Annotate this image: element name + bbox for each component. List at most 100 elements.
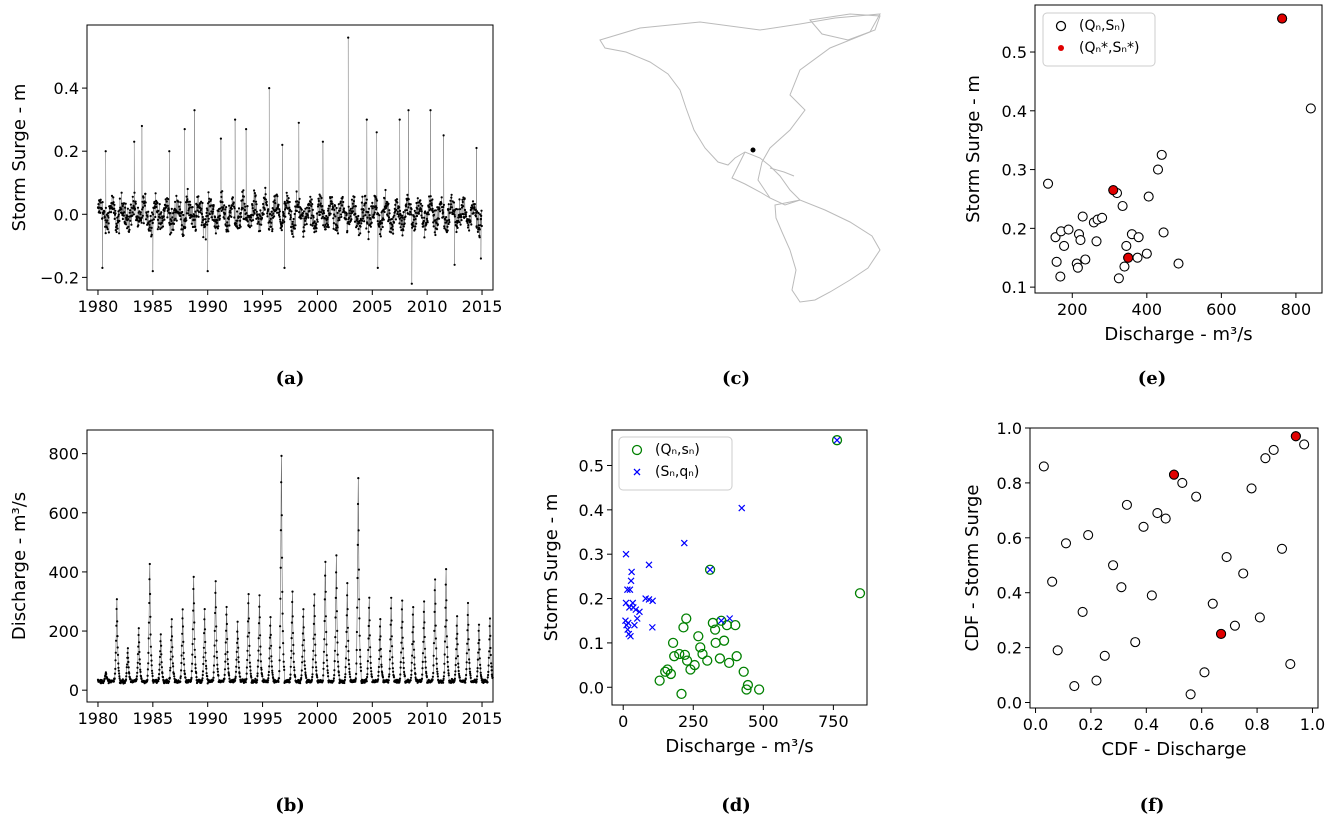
- discharge-point: [127, 660, 130, 664]
- discharge-point: [466, 601, 470, 605]
- surge-point: [241, 207, 244, 210]
- x-tick-label: 1995: [242, 709, 283, 728]
- discharge-point: [433, 589, 436, 592]
- surge-line: [97, 37, 483, 284]
- discharge-point: [191, 662, 194, 665]
- surge-point: [419, 199, 422, 202]
- discharge-point: [192, 602, 196, 605]
- discharge-point: [190, 676, 193, 680]
- surge-point: [217, 225, 220, 228]
- cdf-point: [1091, 675, 1102, 686]
- surge-point: [277, 203, 280, 206]
- surge-point: [292, 235, 295, 238]
- discharge-point: [477, 642, 480, 645]
- discharge-point: [476, 658, 479, 661]
- surge-point: [229, 211, 232, 214]
- x-tick-label: 1.0: [1300, 715, 1325, 734]
- surge-point: [383, 197, 386, 200]
- surge-point: [422, 219, 425, 223]
- discharge-point: [487, 673, 490, 677]
- surge-point: [478, 228, 481, 231]
- discharge-point: [234, 670, 238, 673]
- discharge-point: [377, 674, 380, 677]
- green-point: [695, 642, 706, 653]
- surge-point: [207, 220, 210, 223]
- surge-point: [338, 218, 341, 222]
- surge-point: [369, 225, 372, 228]
- discharge-point: [423, 635, 426, 639]
- discharge-point: [269, 624, 272, 627]
- discharge-point: [140, 678, 143, 681]
- surge-point: [122, 214, 125, 217]
- cdf-point: [1069, 680, 1080, 692]
- surge-point: [105, 226, 109, 229]
- surge-point: [202, 236, 205, 239]
- discharge-point: [486, 676, 489, 679]
- discharge-point: [146, 678, 149, 682]
- surge-point: [184, 226, 187, 229]
- surge-point: [348, 223, 351, 226]
- discharge-point: [226, 662, 230, 666]
- surge-point: [115, 230, 118, 234]
- discharge-point: [337, 671, 340, 674]
- surge-point: [251, 204, 254, 207]
- surge-point: [269, 217, 272, 220]
- discharge-point: [157, 677, 160, 681]
- surge-point: [230, 207, 233, 210]
- discharge-point: [390, 635, 393, 638]
- surge-point: [116, 221, 120, 224]
- surge-point: [245, 212, 248, 215]
- discharge-point: [311, 673, 314, 676]
- surge-point: [445, 221, 448, 224]
- discharge-point: [490, 669, 493, 672]
- discharge-point: [171, 662, 174, 665]
- surge-point: [178, 211, 181, 214]
- greenland-outline: [809, 13, 881, 41]
- green-point: [679, 649, 691, 661]
- discharge-point: [359, 669, 363, 673]
- surge-point: [414, 218, 417, 221]
- discharge-point: [478, 657, 481, 660]
- discharge-point: [282, 642, 285, 645]
- surge-point: [223, 204, 226, 207]
- cdf-point: [1185, 689, 1196, 700]
- discharge-point: [223, 673, 226, 677]
- surge-point: [317, 203, 320, 206]
- discharge-point: [332, 677, 335, 680]
- surge-point: [309, 195, 312, 198]
- surge-point: [410, 208, 413, 211]
- surge-point: [392, 221, 396, 224]
- discharge-point: [150, 659, 153, 662]
- discharge-point: [151, 674, 154, 678]
- discharge-point: [435, 662, 438, 665]
- green-point: [704, 564, 716, 575]
- surge-point: [132, 200, 135, 203]
- surge-point: [205, 221, 208, 224]
- surge-point: [345, 212, 348, 215]
- surge-point: [410, 282, 413, 285]
- surge-point: [429, 208, 432, 211]
- surge-point: [283, 220, 286, 223]
- x-tick-label: 800: [1281, 300, 1312, 319]
- surge-point: [378, 225, 381, 228]
- blue-point: [645, 561, 653, 569]
- blue-point: [833, 436, 841, 444]
- surge-point: [244, 205, 247, 208]
- cdf-red-point: [1169, 469, 1179, 480]
- y-tick-label: 0.6: [997, 529, 1022, 548]
- discharge-point: [226, 650, 229, 654]
- discharge-line: [97, 455, 493, 685]
- surge-point: [133, 191, 136, 194]
- discharge-point: [192, 587, 195, 591]
- surge-point: [255, 217, 258, 220]
- surge-point: [202, 218, 205, 221]
- surge-point: [225, 230, 228, 233]
- discharge-point: [368, 596, 371, 599]
- discharge-point: [214, 591, 217, 595]
- surge-point: [311, 203, 314, 206]
- discharge-point: [390, 645, 394, 648]
- discharge-point: [235, 665, 238, 668]
- surge-point: [117, 215, 120, 218]
- surge-point: [293, 212, 296, 216]
